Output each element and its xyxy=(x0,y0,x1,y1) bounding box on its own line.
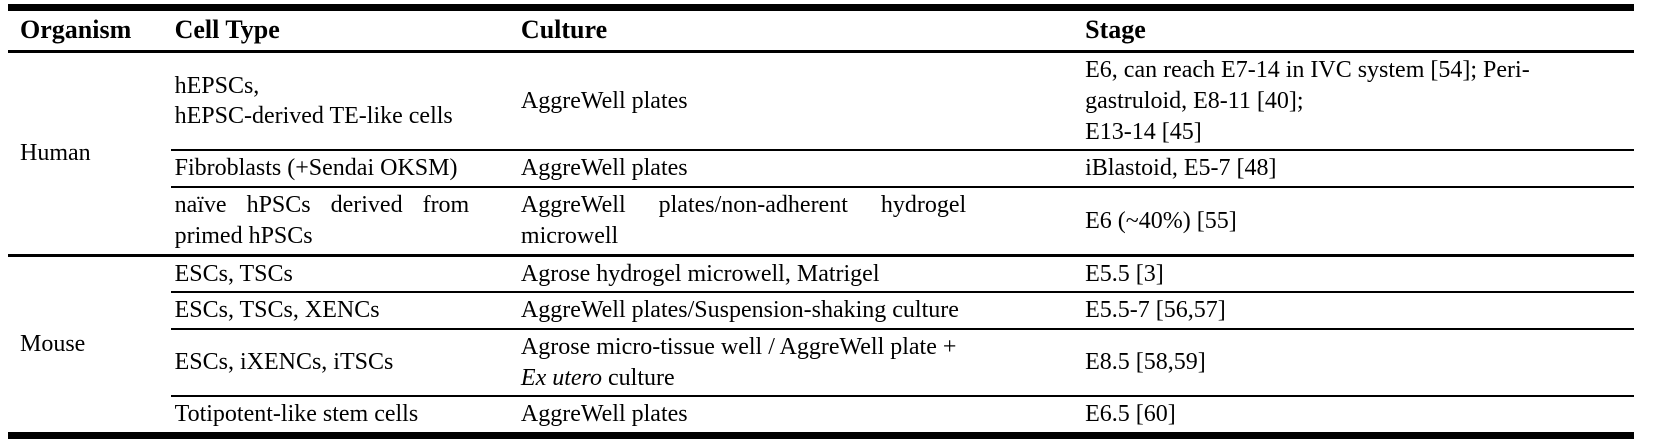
col-header-stage: Stage xyxy=(1081,7,1634,54)
culture-cell: AggreWell plates xyxy=(516,150,1082,189)
cell-type-cell: Fibroblasts (+Sendai OKSM) xyxy=(170,150,517,189)
stage-cell: iBlastoid, E5-7 [48] xyxy=(1081,150,1634,189)
table-row: ESCs, TSCs, XENCs AggreWell plates/Suspe… xyxy=(8,292,1634,331)
culture-rest: culture xyxy=(602,364,675,391)
stage-cell: E6.5 [60] xyxy=(1085,401,1176,428)
table-row: Fibroblasts (+Sendai OKSM) AggreWell pla… xyxy=(8,150,1634,189)
paper-page: Organism Cell Type Culture Stage Human h… xyxy=(8,4,1634,439)
cell-type-cell: Totipotent-like stem cells xyxy=(174,401,419,428)
culture-cell: AggreWell plates/Suspension-shaking cult… xyxy=(516,292,1082,331)
stage-cell: E6 (~40%) [55] xyxy=(1081,187,1634,257)
organism-cell-human: Human xyxy=(8,51,171,257)
culture-cell: AggreWell plates xyxy=(516,51,1082,152)
table-row: Human hEPSCs, hEPSC-derived TE-like cell… xyxy=(8,51,1634,257)
culture-cell: Agrose micro-tissue well / AggreWell pla… xyxy=(516,329,1082,398)
culture-cell: AggreWell plates xyxy=(520,401,688,428)
organism-culture-stage-table: Organism Cell Type Culture Stage Human h… xyxy=(8,4,1634,439)
table-row: ESCs, iXENCs, iTSCs Agrose micro-tissue … xyxy=(8,329,1634,398)
cell-type-cell: ESCs, iXENCs, iTSCs xyxy=(170,329,517,398)
culture-cell: Agrose hydrogel microwell, Matrigel xyxy=(516,255,1082,294)
cell-type-cell: hEPSCs, hEPSC-derived TE-like cells xyxy=(170,51,517,152)
table-row: naïve hPSCs derived from primed hPSCs Ag… xyxy=(8,187,1634,257)
col-header-organism: Organism xyxy=(8,7,171,54)
table-row: Mouse ESCs, TSCs Agrose hydrogel microwe… xyxy=(8,255,1634,357)
cell-type-cell: naïve hPSCs derived from primed hPSCs xyxy=(170,187,517,257)
table-row: Totipotent-like stem cells AggreWell pla… xyxy=(8,396,1634,435)
culture-cell: AggreWell plates/non-adherent hydrogel m… xyxy=(516,187,1082,257)
culture-line-2: Ex utero culture xyxy=(521,363,1075,394)
col-header-culture: Culture xyxy=(516,7,1082,54)
stage-cell: E6, can reach E7-14 in IVC system [54]; … xyxy=(1081,51,1634,152)
cell-type-cell: ESCs, TSCs, XENCs xyxy=(170,292,517,331)
culture-italic-term: Ex utero xyxy=(520,364,603,391)
header-row: Organism Cell Type Culture Stage xyxy=(8,7,1634,54)
stage-cell: E8.5 [58,59] xyxy=(1081,329,1634,398)
cell-type-cell: ESCs, TSCs xyxy=(170,255,517,294)
col-header-cell-type: Cell Type xyxy=(170,7,517,54)
stage-cell: E5.5-7 [56,57] xyxy=(1081,292,1634,331)
stage-cell: E5.5 [3] xyxy=(1081,255,1634,294)
organism-cell-mouse: Mouse xyxy=(20,331,86,358)
culture-line-1: Agrose micro-tissue well / AggreWell pla… xyxy=(520,334,957,361)
